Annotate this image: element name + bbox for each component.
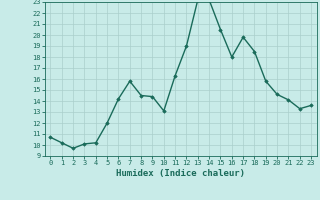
X-axis label: Humidex (Indice chaleur): Humidex (Indice chaleur) (116, 169, 245, 178)
